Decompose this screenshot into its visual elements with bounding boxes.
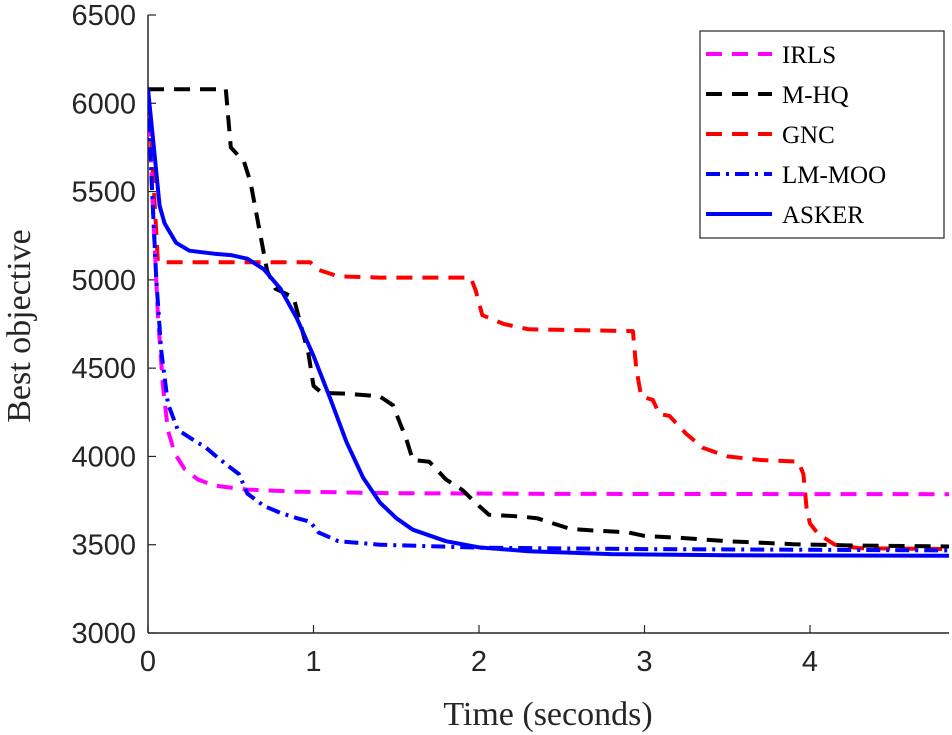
y-tick-label: 4000 bbox=[71, 441, 136, 473]
series-line-asker bbox=[148, 88, 949, 558]
x-axis-title: Time (seconds) bbox=[443, 696, 652, 733]
x-tick-label: 4 bbox=[802, 646, 818, 678]
legend-label-asker: ASKER bbox=[782, 202, 864, 229]
y-tick-label: 6000 bbox=[71, 88, 136, 120]
x-tick-label: 0 bbox=[140, 646, 156, 678]
y-tick-label: 3500 bbox=[71, 530, 136, 562]
series-line-gnc bbox=[148, 89, 949, 552]
x-tick-label: 3 bbox=[636, 646, 652, 678]
series-lines bbox=[148, 87, 949, 558]
y-tick-label: 4500 bbox=[71, 353, 136, 385]
legend-label-gnc: GNC bbox=[782, 122, 835, 149]
series-line-m-hq bbox=[148, 87, 949, 549]
y-tick-label: 5000 bbox=[71, 265, 136, 297]
y-tick-label: 6500 bbox=[71, 0, 136, 32]
axes: 3000 3500 4000 4500 5000 5500 6000 6500 0 1 2 3 4 bbox=[71, 0, 949, 678]
series-line-irls bbox=[148, 94, 949, 497]
legend-label-irls: IRLS bbox=[782, 42, 836, 69]
y-axis-title: Best objective bbox=[1, 229, 38, 423]
legend-label-m-hq: M-HQ bbox=[782, 82, 849, 109]
x-tick-label: 2 bbox=[471, 646, 487, 678]
legend: IRLS M-HQ GNC LM-MOO ASKER bbox=[699, 30, 945, 239]
x-tick-label: 1 bbox=[305, 646, 321, 678]
y-tick-label: 3000 bbox=[71, 618, 136, 650]
y-tick-label: 5500 bbox=[71, 177, 136, 209]
legend-label-lm-moo: LM-MOO bbox=[782, 162, 886, 189]
